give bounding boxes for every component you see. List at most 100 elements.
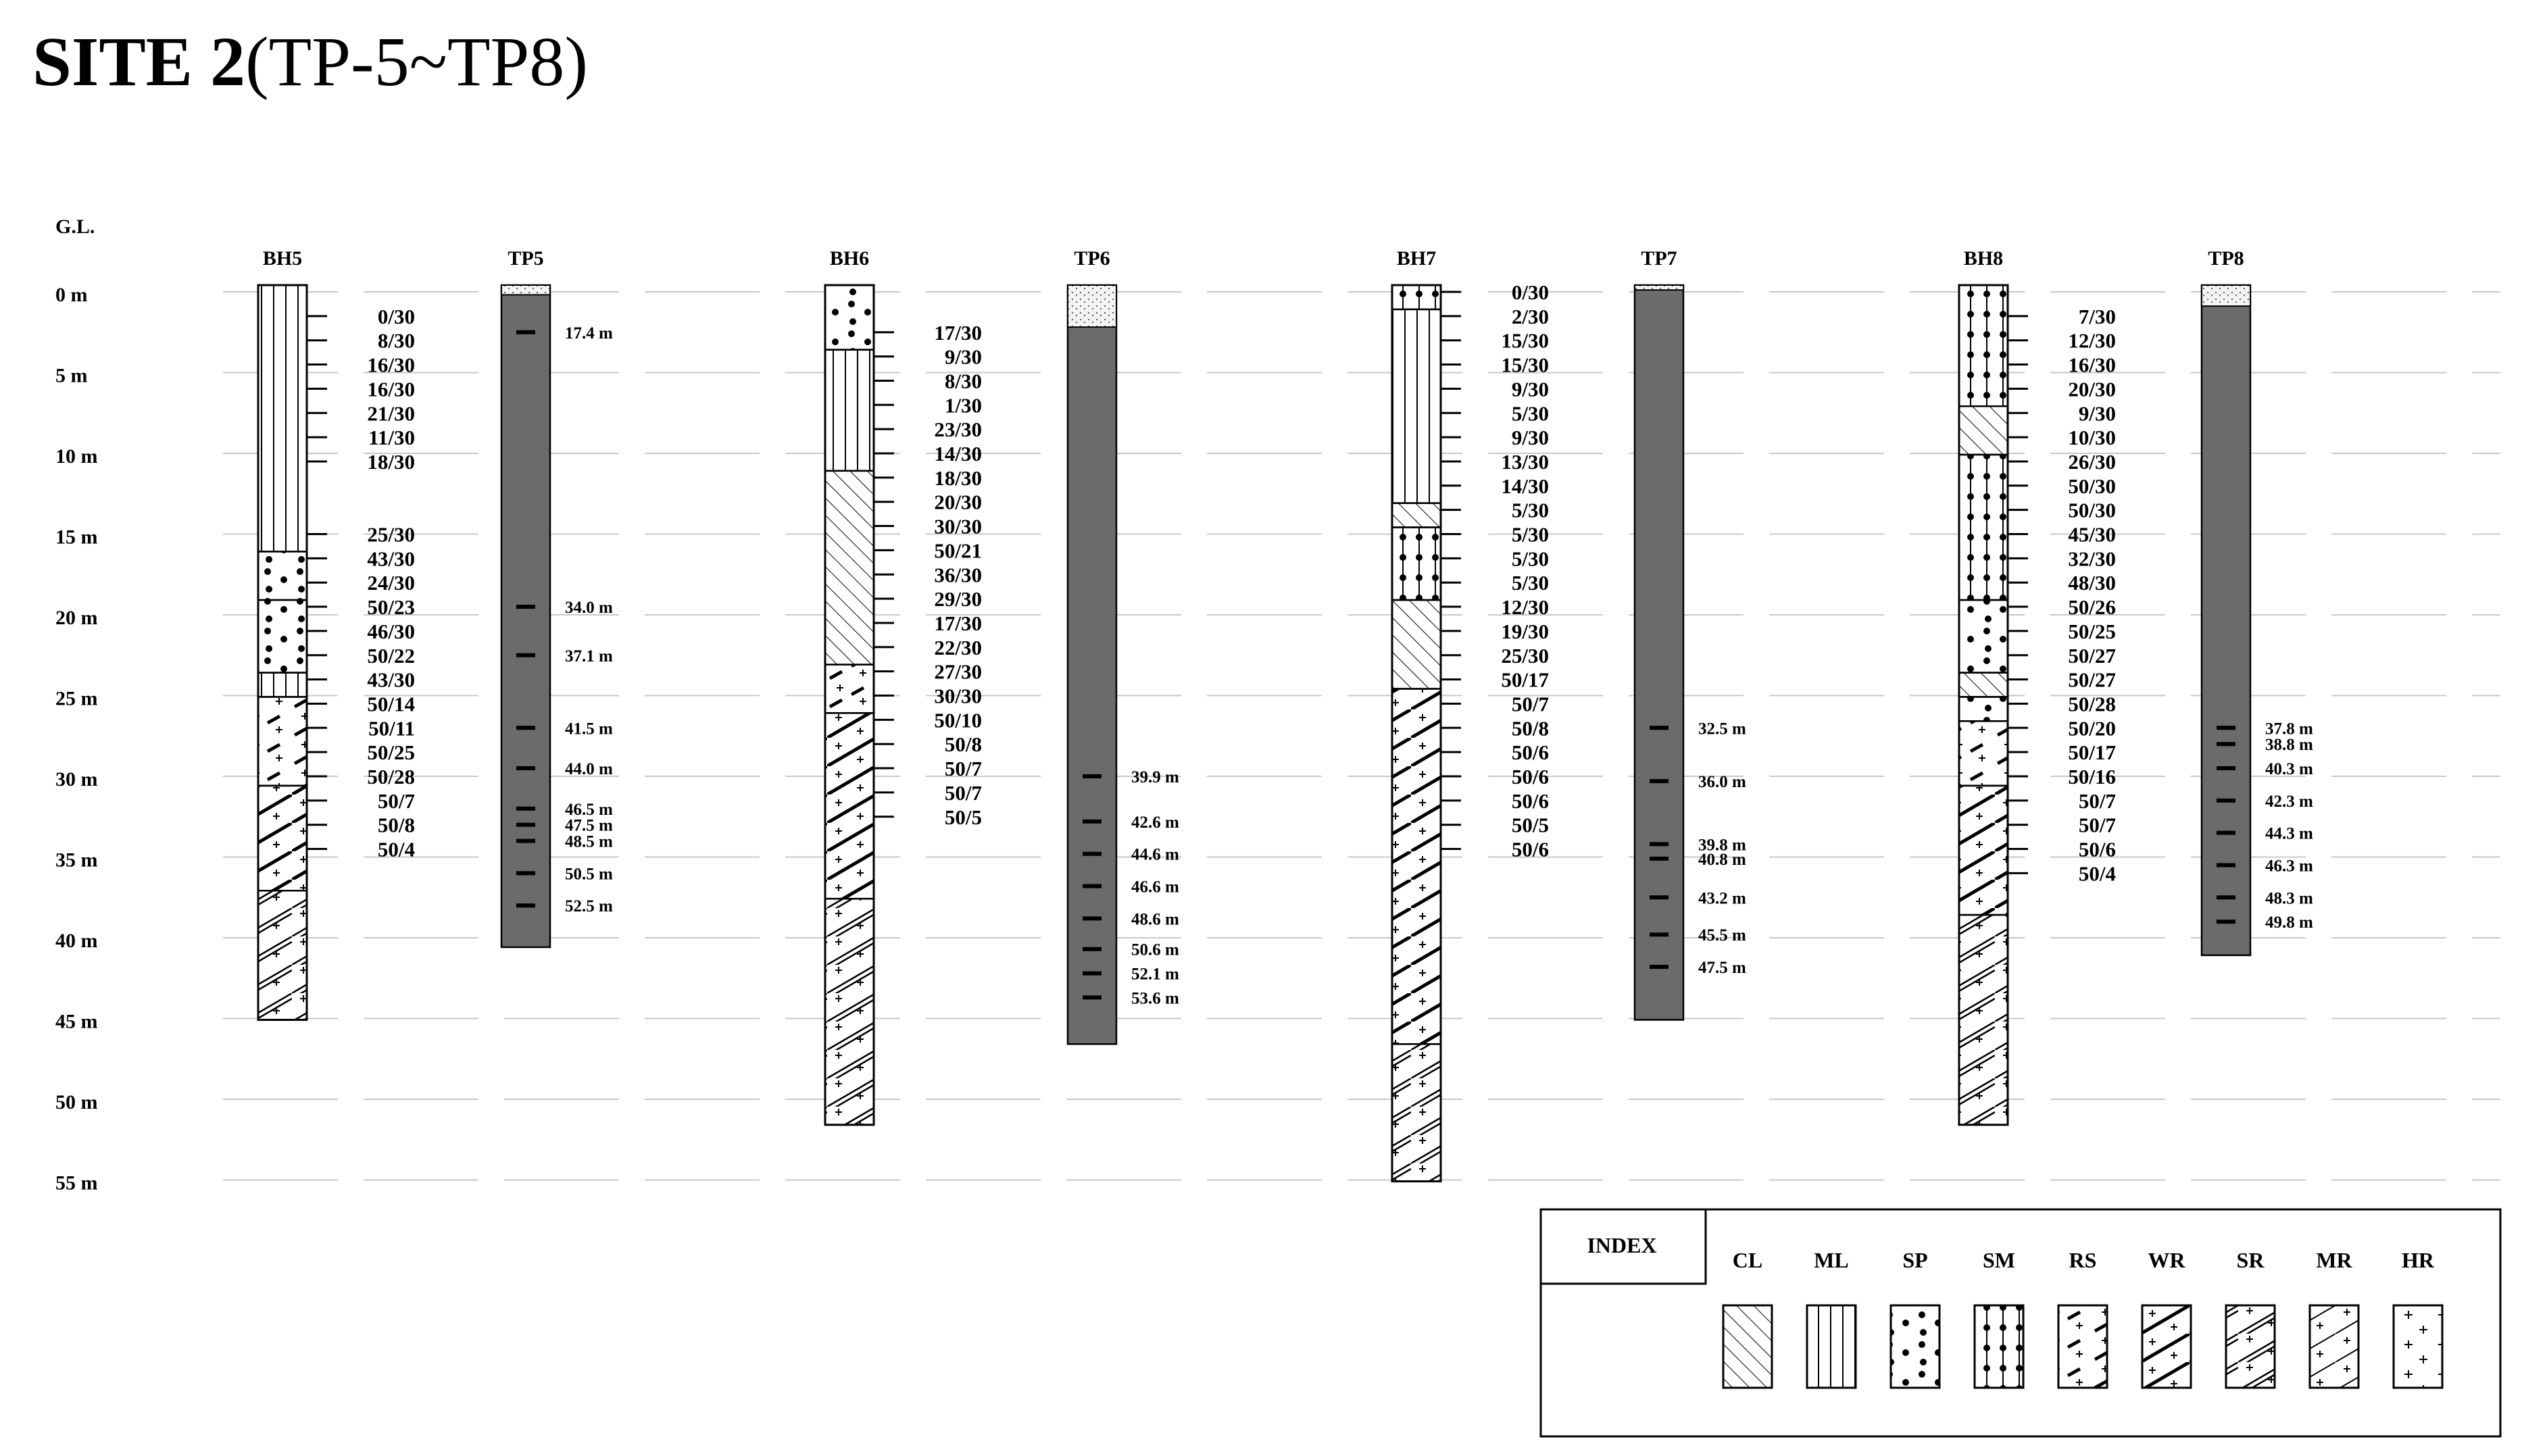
column-outline	[1958, 284, 2009, 1126]
spt-value: 50/8	[378, 813, 415, 837]
depth-tick-label: 50 m	[55, 1091, 98, 1113]
depth-tick-label: 5 m	[55, 365, 88, 387]
soil-layer-cl	[1391, 502, 1442, 528]
borehole-columns: BH50/308/3016/3016/3021/3011/3018/3025/3…	[257, 247, 2116, 1182]
column-header: BH5	[263, 247, 302, 270]
column-outline	[257, 284, 308, 1021]
test-pit-column	[1066, 284, 1118, 1045]
depth-tick-label: 45 m	[55, 1011, 98, 1033]
spt-value: 50/5	[945, 805, 982, 829]
spt-value: 15/30	[1501, 329, 1549, 353]
borehole-bh6: BH617/309/308/301/3023/3014/3018/3020/30…	[824, 247, 982, 1126]
spt-value: 14/30	[1501, 474, 1549, 498]
level-label: 47.5 m	[1698, 959, 1746, 977]
soil-layer-sp	[1958, 696, 2009, 722]
spt-value: 12/30	[2068, 329, 2116, 353]
level-label: 37.1 m	[565, 647, 613, 666]
level-label: 52.1 m	[1131, 965, 1179, 984]
spt-value: 50/22	[367, 644, 415, 668]
spt-value: 50/7	[945, 781, 982, 805]
test-pit-column	[2200, 284, 2252, 957]
legend-swatch-rs	[2057, 1304, 2108, 1389]
page-title: SITE 2(TP-5~TP8)	[32, 23, 588, 101]
depth-tick-label: 25 m	[55, 688, 98, 710]
level-label: 41.5 m	[565, 720, 613, 738]
spt-value: 50/21	[934, 538, 982, 562]
spt-value: 25/30	[367, 523, 415, 547]
depth-axis: 0 m 5 m 10 m 15 m 20 m 25 m 30 m 35 m 40 m 45 m 50…	[55, 284, 98, 1195]
soil-layer-wr	[824, 712, 875, 900]
legend-code: RS	[2069, 1248, 2097, 1272]
spt-value: 18/30	[934, 466, 982, 490]
spt-value: 16/30	[2068, 353, 2116, 377]
depth-tick-label: 10 m	[55, 445, 98, 468]
spt-value: 9/30	[2079, 401, 2116, 425]
spt-value: 2/30	[1512, 305, 1549, 328]
level-label: 47.5 m	[565, 817, 613, 835]
soil-layer-rs	[1958, 720, 2009, 787]
spt-value: 9/30	[1512, 426, 1549, 449]
depth-tick-label: 30 m	[55, 768, 98, 790]
spt-value: 50/7	[2079, 813, 2116, 837]
spt-value: 0/30	[378, 305, 415, 328]
soil-layer-ml	[824, 349, 875, 472]
title-site: SITE 2	[32, 23, 245, 101]
legend-heading: INDEX	[1587, 1233, 1656, 1257]
spt-value: 50/27	[2068, 644, 2116, 668]
spt-value: 17/30	[934, 321, 982, 345]
spt-value: 0/30	[1512, 280, 1549, 304]
level-label: 46.5 m	[565, 801, 613, 819]
legend-code: MR	[2316, 1248, 2352, 1272]
spt-value: 11/30	[368, 426, 415, 449]
soil-layer-sr	[1391, 1043, 1442, 1182]
soil-layer-sp	[824, 284, 875, 351]
level-label: 48.5 m	[565, 833, 613, 851]
spt-value: 32/30	[2068, 547, 2116, 570]
spt-value: 45/30	[2068, 523, 2116, 547]
spt-value: 50/28	[2068, 692, 2116, 716]
column-header: TP7	[1641, 247, 1677, 270]
level-label: 43.2 m	[1698, 889, 1746, 907]
spt-value: 5/30	[1512, 547, 1549, 570]
soil-layer-cl	[1391, 599, 1442, 690]
column-header: TP6	[1074, 247, 1110, 270]
level-label: 42.3 m	[2265, 793, 2313, 811]
level-label: 17.4 m	[565, 324, 613, 343]
spt-value: 50/7	[2079, 789, 2116, 813]
spt-value: 23/30	[934, 418, 982, 441]
level-label: 44.0 m	[565, 760, 613, 778]
spt-value: 26/30	[2068, 450, 2116, 474]
test-pit-tp6: TP6 39.9 m 42.6 m 44.6 m 46.6 m 48.6 m 50.6 m 5…	[1066, 247, 1179, 1045]
column-outline	[1391, 284, 1442, 1182]
legend-swatch-ml	[1806, 1304, 1857, 1389]
spt-value: 50/23	[367, 595, 415, 619]
spt-value: 50/6	[1512, 740, 1549, 764]
level-label: 48.6 m	[1131, 910, 1179, 928]
level-label: 40.8 m	[1698, 851, 1746, 869]
spt-value: 50/27	[2068, 668, 2116, 692]
level-label: 42.6 m	[1131, 813, 1179, 832]
surface-cap	[501, 284, 551, 296]
column-header: BH7	[1397, 247, 1436, 270]
spt-value: 50/4	[2079, 861, 2116, 885]
level-label: 38.8 m	[2265, 736, 2313, 754]
spt-value: 50/8	[945, 732, 982, 756]
spt-value: 9/30	[945, 345, 982, 369]
legend-swatch-sm	[1973, 1304, 2025, 1389]
spt-value: 12/30	[1501, 595, 1549, 619]
spt-value: 50/5	[1512, 813, 1549, 837]
legend-code: ML	[1814, 1248, 1849, 1272]
soil-layer-sr	[257, 890, 308, 1021]
borehole-bh7: BH70/302/3015/3015/309/305/309/3013/3014…	[1391, 247, 1549, 1182]
level-label: 40.3 m	[2265, 760, 2313, 778]
depth-tick-label: 35 m	[55, 849, 98, 872]
soil-layer-sp	[257, 599, 308, 674]
spt-value: 15/30	[1501, 353, 1549, 377]
datum-label: G.L.	[55, 216, 95, 238]
level-label: 49.8 m	[2265, 913, 2313, 932]
surface-cap	[1634, 284, 1684, 291]
level-label: 34.0 m	[565, 599, 613, 617]
level-label: 50.5 m	[565, 865, 613, 883]
legend-frame	[1539, 1208, 2502, 1438]
